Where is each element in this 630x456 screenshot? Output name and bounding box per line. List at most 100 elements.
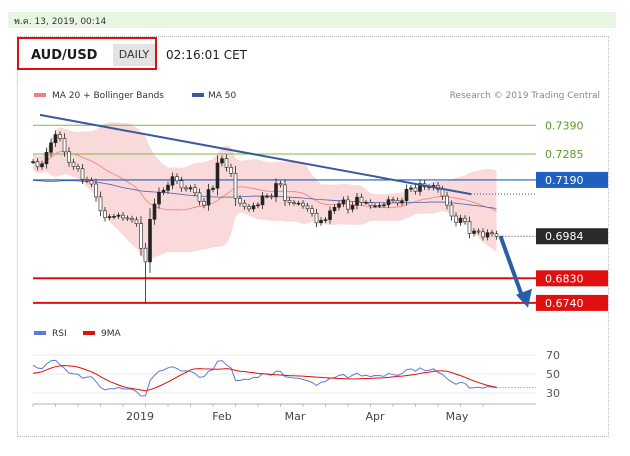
candle-body [256,204,260,207]
ma50-line [32,180,497,210]
candle-body [301,202,305,207]
candle-body [296,202,301,205]
chart-time: 02:16:01 CET [166,48,247,62]
candle-body [197,192,202,202]
legend-swatch-ma50 [192,93,204,97]
symbol-header: AUD/USD DAILY [17,37,157,70]
candle-body [71,161,76,167]
candle-body [103,210,107,218]
candle-body [152,203,157,220]
candle-body [490,232,494,235]
candle-body [193,187,197,194]
candle-body [287,200,292,203]
legend-9ma: 9MA [101,329,121,339]
candle-body [382,204,386,207]
timeframe-badge[interactable]: DAILY [113,44,155,66]
candle-body [395,200,400,204]
candle-body [161,190,166,193]
candle-body [449,204,454,217]
candle-body [440,189,445,197]
candle-body [76,166,80,170]
legend-rsi: RSI [52,329,67,339]
timestamp: พ.ค. 13, 2019, 00:14 [14,17,107,27]
candle-body [107,216,112,218]
candle-body [53,134,58,144]
candle-body [121,214,125,219]
candle-body [233,173,238,199]
candle-body [166,184,170,191]
candle-body [332,206,337,212]
candle-body [260,195,265,206]
candle-body [283,184,287,201]
legend-swatch-ma20 [34,93,46,97]
support-tag [536,270,608,287]
candle-body [58,134,62,139]
candle-body [400,200,404,204]
x-tick-label: Feb [212,410,231,423]
candle-body [125,217,130,220]
candle-body [179,180,184,189]
chart-panel [17,36,609,437]
resistance-label: 0.7190 [545,174,584,187]
candle-body [310,208,314,214]
bollinger-band [33,122,497,263]
candle-body [355,196,359,206]
candle-body [220,158,224,164]
candle-body [98,196,103,212]
resistance-tag [536,171,608,188]
candle-body [143,247,148,263]
candle-body [386,199,391,206]
rsi-ma-line [32,365,497,392]
candle-body [139,223,143,249]
candle-body [337,203,341,208]
candle-body [413,187,418,192]
candle-body [391,199,395,201]
candle-body [40,163,44,168]
candle-body [359,196,364,203]
candle-body [80,168,85,180]
candle-body [184,187,188,190]
candle-body [157,191,161,205]
candle-body [211,187,215,190]
candle-body [251,205,256,210]
rsi-tick-label: 50 [546,368,560,381]
legend-ma50: MA 50 [208,91,237,101]
candle-body [454,215,458,223]
candle-body [319,220,323,224]
forecast-arrow-head [516,288,532,308]
candle-body [229,167,233,174]
candle-body [134,219,139,224]
candle-body [247,206,251,210]
candle-body [224,158,229,168]
candle-body [373,205,377,207]
target-label: 0.7390 [545,119,584,132]
candle-body [265,195,269,198]
target-label: 0.7285 [545,148,584,161]
candle-body [278,183,283,186]
candle-body [292,202,296,204]
candle-body [215,162,220,189]
candle-body [305,205,310,209]
x-tick-label: Apr [365,410,385,423]
candle-body [409,187,413,190]
x-tick-label: Mar [285,410,306,423]
candle-body [467,221,472,234]
legend-swatch-9ma [83,331,95,335]
candle-body [472,230,476,234]
ma20-line [32,151,497,212]
watermark: Research © 2019 Trading Central [450,91,600,101]
candle-body [323,219,328,221]
candle-body [62,138,67,153]
candle-body [274,183,278,198]
candle-body [418,183,422,192]
candle-body [112,215,116,218]
candle-body [314,212,319,224]
forecast-arrow-shaft [498,235,525,300]
rsi-tick-label: 70 [546,349,560,362]
candle-body [89,180,94,185]
trendline [39,113,472,196]
rsi-tick-label: 30 [546,387,560,400]
candle-body [44,152,49,165]
symbol-label: AUD/USD [31,48,98,63]
